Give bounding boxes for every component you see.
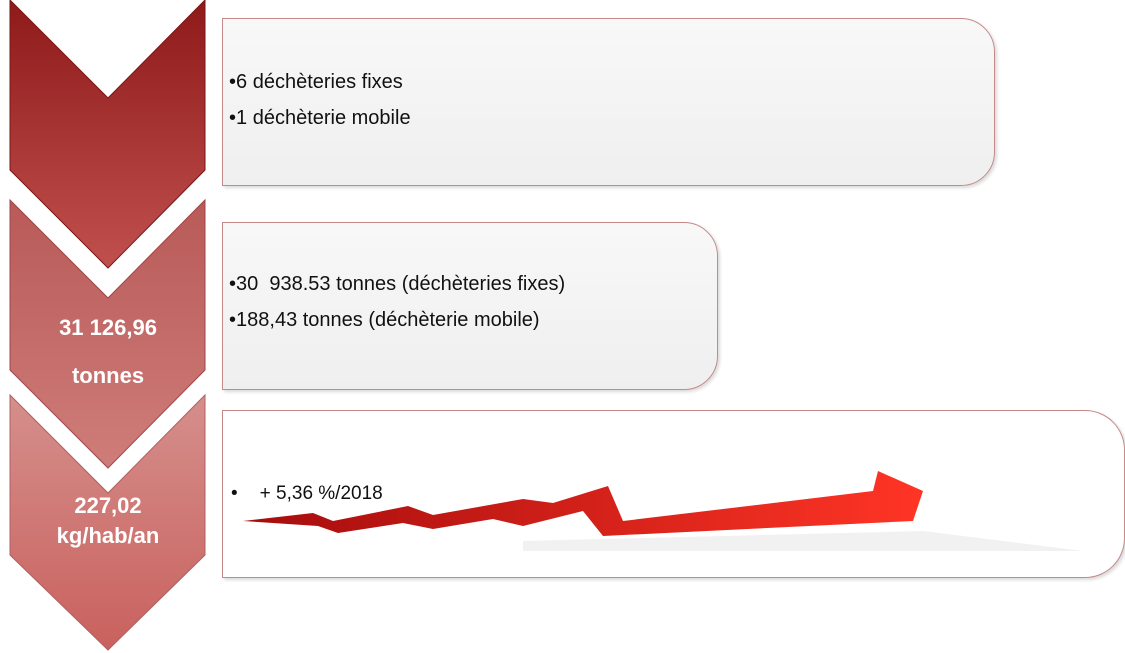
bullet-text: + 5,36 %/2018 [260, 483, 383, 504]
bullet-item: + 5,36 %/2018 [231, 483, 383, 505]
bullet-item: 1 déchèterie mobile [229, 107, 411, 130]
info-box: 6 déchèteries fixes 1 déchèterie mobile [222, 18, 995, 186]
chevron-label: 31 126,96 [59, 315, 157, 340]
bullet-item: 188,43 tonnes (déchèterie mobile) [229, 309, 540, 332]
chevron-label: kg/hab/an [57, 523, 160, 548]
page: 31 126,96 tonnes 227,02 kg/hab/an 6 déch… [0, 0, 1125, 653]
chevron-label: 227,02 [74, 493, 141, 518]
bullet-item: 30 938.53 tonnes (déchèteries fixes) [229, 273, 565, 296]
info-box: 30 938.53 tonnes (déchèteries fixes) 188… [222, 222, 718, 390]
info-box: + 5,36 %/2018 [222, 410, 1125, 578]
chevron-label: tonnes [72, 363, 144, 388]
chevron [10, 0, 205, 268]
bullet-item: 6 déchèteries fixes [229, 71, 403, 94]
